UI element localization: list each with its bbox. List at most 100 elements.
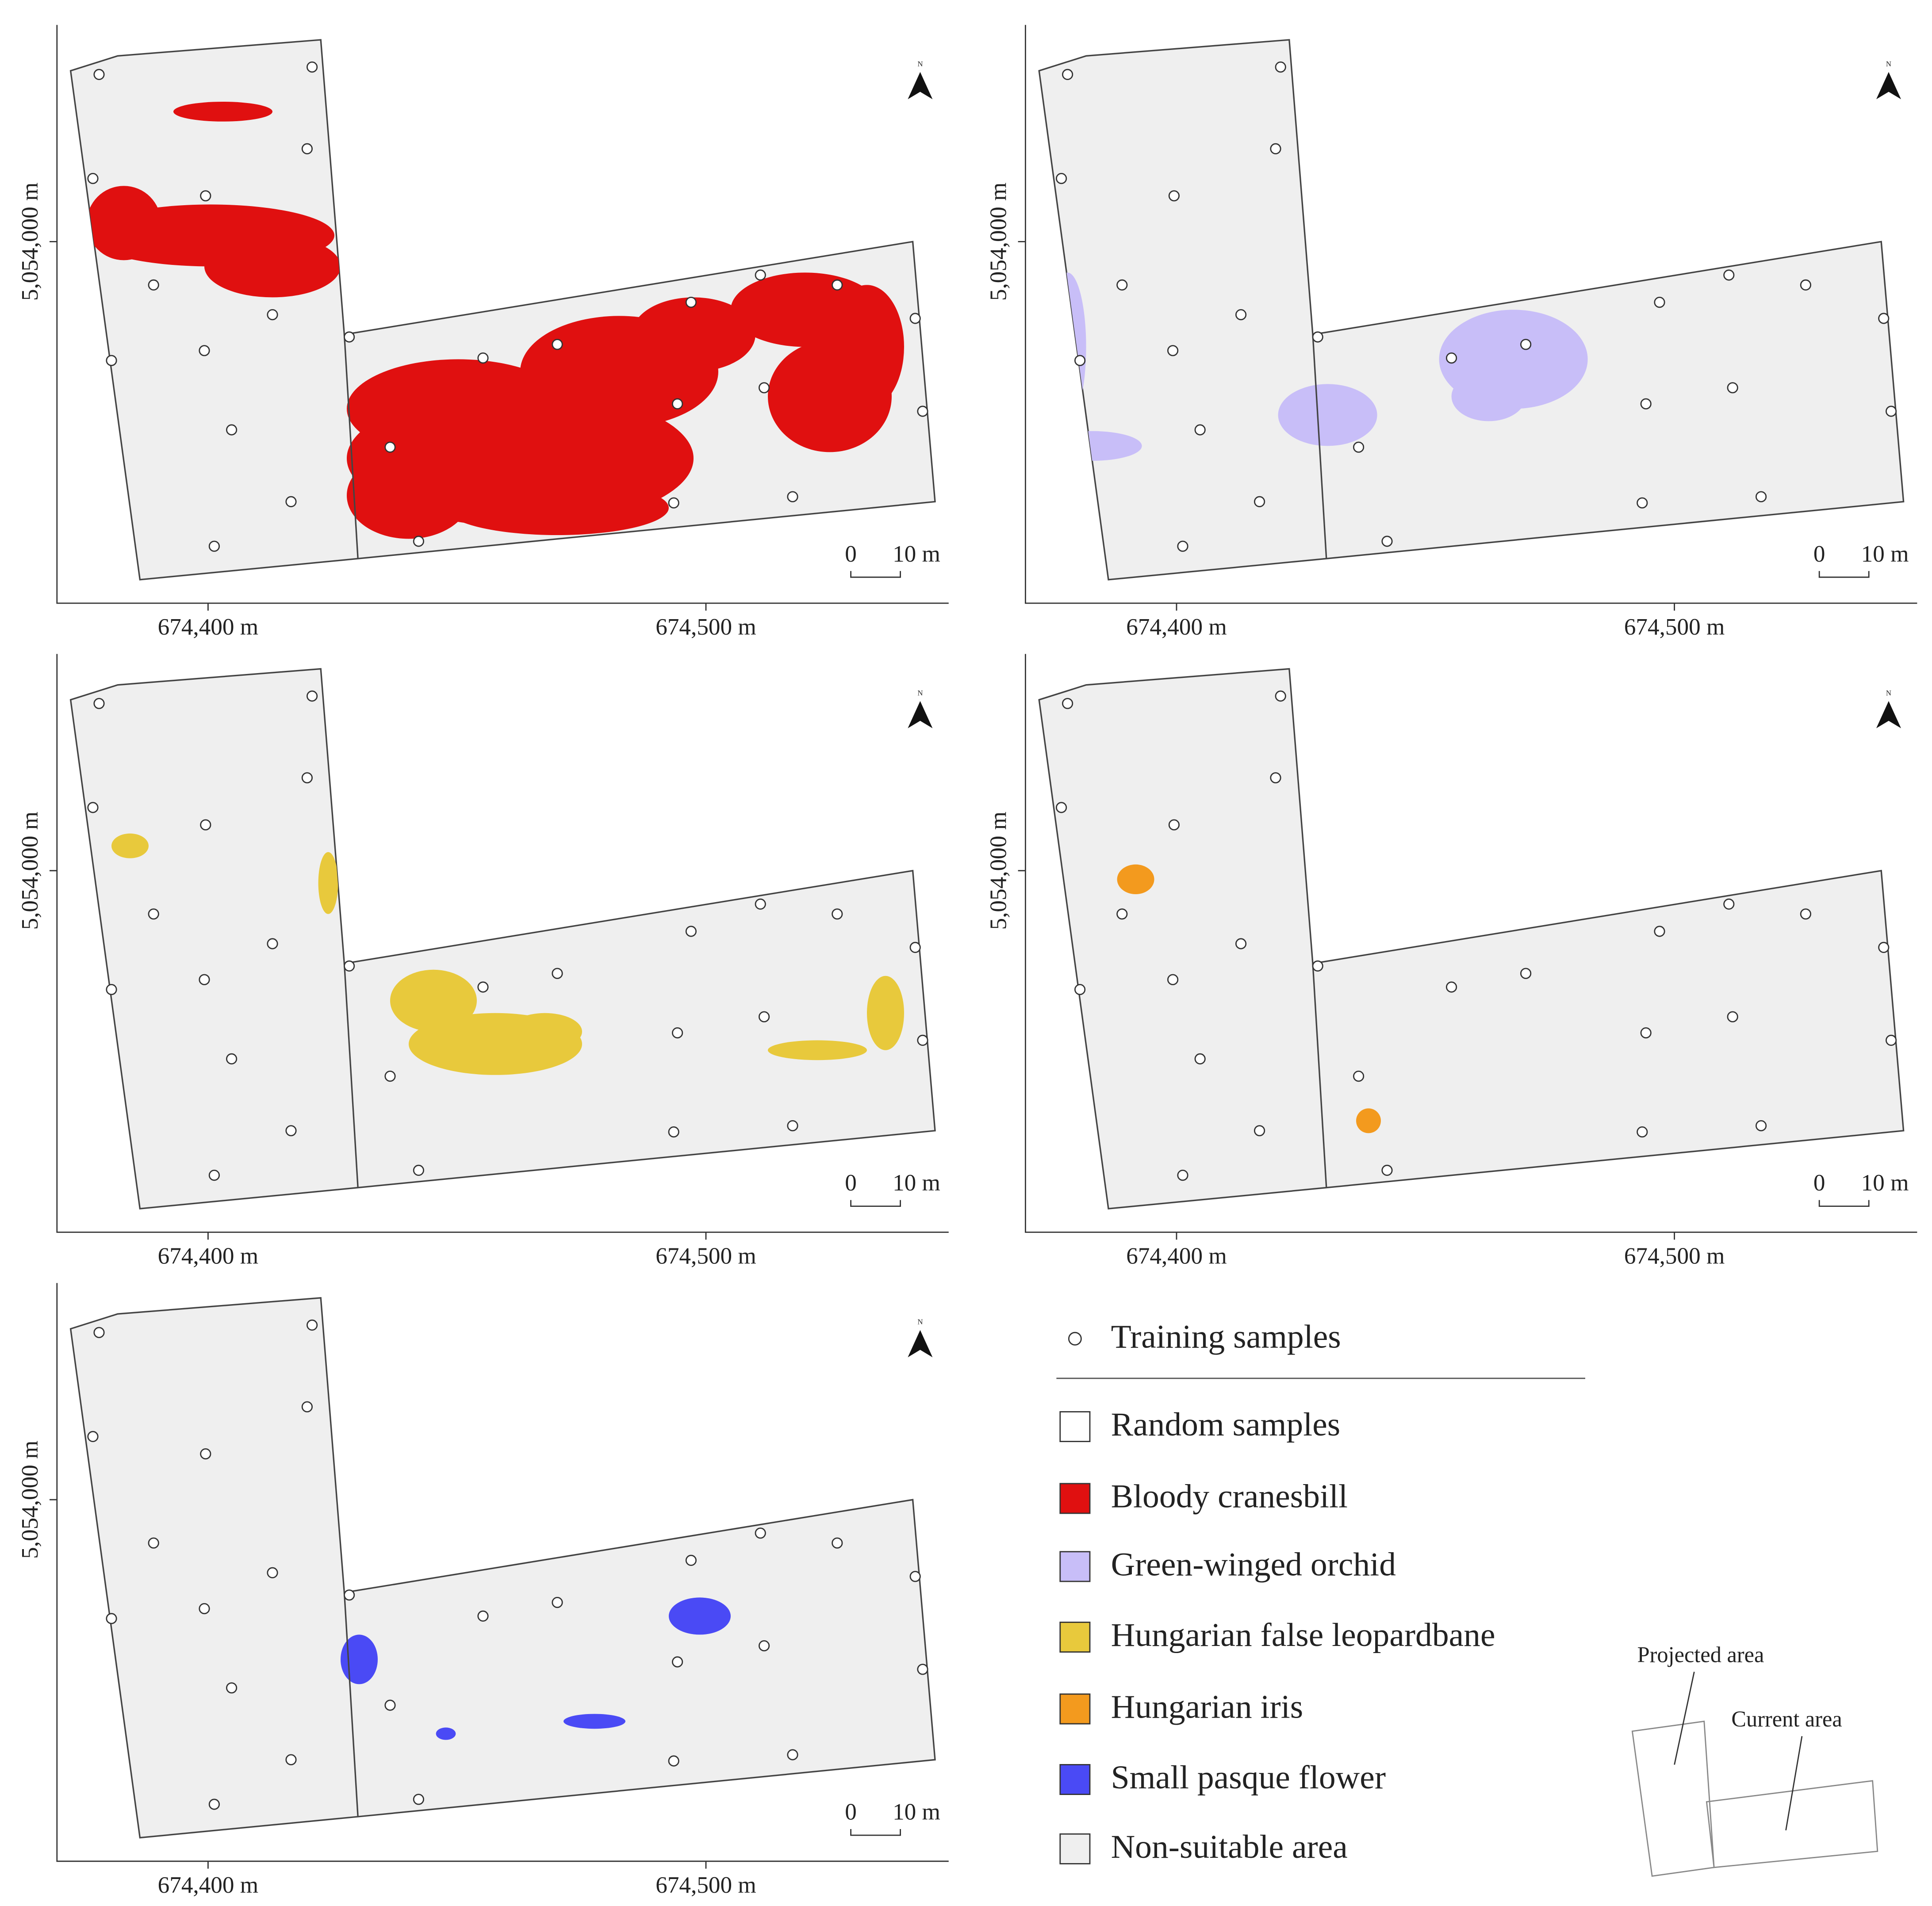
sample-point: [1640, 398, 1652, 410]
north-label: N: [917, 689, 923, 697]
legend-symbol: [1068, 1332, 1082, 1346]
north-label: N: [917, 1318, 923, 1326]
sample-point: [1886, 406, 1897, 417]
suitable-patch: [318, 852, 338, 914]
north-label: N: [1886, 60, 1891, 68]
sample-point: [1168, 190, 1180, 202]
sample-point: [1056, 802, 1067, 813]
suitable-patch: [830, 285, 904, 409]
legend-label: Bloody cranesbill: [1111, 1478, 1348, 1515]
sample-point: [552, 1597, 563, 1608]
sample-point: [685, 1554, 697, 1566]
sample-point: [917, 1664, 928, 1675]
sample-point: [1800, 908, 1811, 920]
sample-point: [106, 984, 117, 995]
legend-label: Small pasque flower: [1111, 1759, 1386, 1796]
x-tick-label: 674,500 m: [1624, 614, 1725, 640]
sample-point: [1270, 772, 1281, 784]
sample-point: [1756, 1120, 1767, 1132]
suitable-area: [1117, 864, 1381, 1133]
sample-point: [787, 1749, 798, 1761]
sample-point: [384, 441, 396, 453]
axis-frame: [1025, 25, 1917, 604]
sample-point: [755, 269, 766, 281]
suitable-patch: [508, 1013, 582, 1050]
sample-point: [285, 1754, 297, 1765]
scale-label: 10 m: [893, 1170, 940, 1196]
suitable-patch: [564, 1714, 625, 1729]
sample-point: [267, 309, 278, 321]
scale-label: 10 m: [893, 1799, 940, 1825]
scale-label: 10 m: [893, 541, 940, 567]
suitable-patch: [173, 102, 272, 122]
sample-point: [1886, 1034, 1897, 1046]
sample-point: [917, 406, 928, 417]
sample-point: [1520, 339, 1532, 350]
north-label: N: [917, 60, 923, 68]
site-divider: [1312, 963, 1327, 1188]
sample-point: [1194, 1053, 1206, 1064]
site-area: [1038, 39, 1905, 581]
sample-point: [1312, 331, 1323, 343]
sample-point: [301, 143, 313, 154]
sample-point: [87, 1431, 99, 1442]
sample-point: [199, 1603, 210, 1615]
sample-point: [1270, 143, 1281, 154]
sample-point: [1062, 69, 1073, 80]
suitable-area: [87, 102, 904, 539]
suitable-patch: [111, 833, 149, 858]
sample-point: [1381, 536, 1393, 547]
sample-point: [148, 279, 159, 291]
legend-label: Hungarian iris: [1111, 1689, 1303, 1726]
site-area: [69, 1297, 936, 1839]
x-tick-label: 674,500 m: [1624, 1243, 1725, 1269]
legend-label: Training samples: [1111, 1318, 1341, 1355]
projected-area: [1631, 1720, 1715, 1877]
y-tick-label: 5,054,000 m: [985, 811, 1012, 930]
sample-point: [1637, 1126, 1648, 1138]
sample-point: [909, 942, 921, 953]
x-tick-label: 674,400 m: [1126, 614, 1227, 640]
sample-point: [306, 1319, 318, 1331]
scale-label: 10 m: [1861, 1170, 1909, 1196]
legend-swatch: [1059, 1833, 1091, 1864]
sample-point: [306, 690, 318, 702]
sample-point: [1878, 313, 1890, 324]
sample-point: [200, 819, 211, 831]
sample-point: [685, 296, 697, 308]
sample-point: [477, 352, 489, 364]
scale-label: 0: [845, 1799, 857, 1825]
sample-point: [1167, 974, 1179, 985]
sample-point: [226, 424, 238, 436]
scale-bar: [850, 1829, 901, 1836]
inset-label: Current area: [1731, 1707, 1842, 1731]
sample-point: [1353, 441, 1365, 453]
site-area: [69, 668, 936, 1210]
suitable-patch: [1356, 1108, 1381, 1133]
sample-point: [755, 898, 766, 910]
sample-point: [1275, 690, 1286, 702]
map-panel: 674,400 m 674,500 m 5,054,000 m N 0 10 m: [985, 654, 1917, 1269]
sample-point: [759, 1011, 770, 1022]
sample-point: [285, 496, 297, 507]
sample-point: [226, 1682, 238, 1694]
sample-point: [1074, 355, 1086, 366]
sample-point: [759, 1640, 770, 1652]
sample-point: [672, 1027, 683, 1039]
scale-label: 10 m: [1861, 541, 1909, 567]
site-area: [69, 39, 936, 581]
sample-point: [1800, 279, 1811, 291]
sample-point: [552, 339, 563, 350]
sample-point: [1116, 279, 1128, 291]
x-tick-label: 674,500 m: [656, 1243, 756, 1269]
suitable-patch: [341, 1634, 378, 1684]
sample-point: [672, 398, 683, 410]
x-tick-label: 674,400 m: [158, 614, 259, 640]
sample-point: [668, 1126, 679, 1138]
scale-bar: [850, 571, 901, 578]
y-tick-label: 5,054,000 m: [985, 183, 1012, 301]
sample-point: [93, 69, 105, 80]
scale-bar: [1818, 571, 1870, 578]
sample-point: [384, 1070, 396, 1082]
